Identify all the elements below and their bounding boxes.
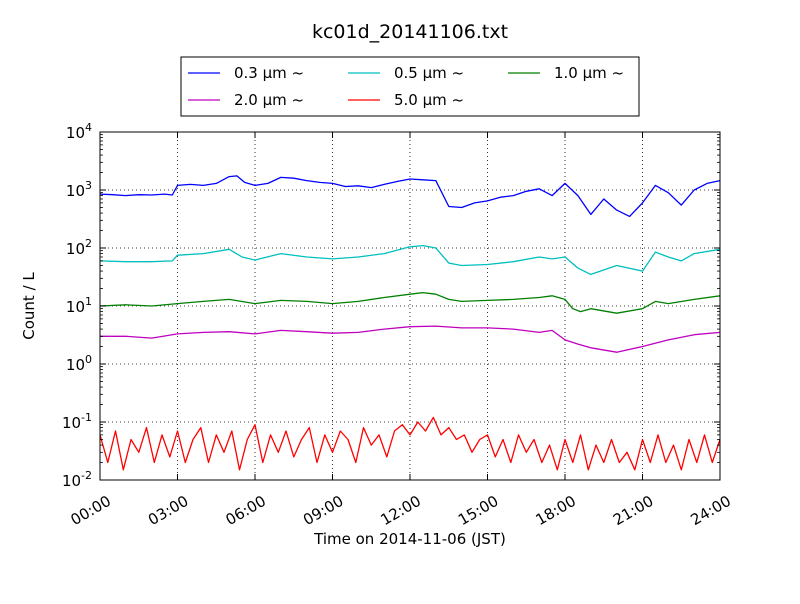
y-tick-base: 10 xyxy=(66,240,85,258)
x-tick-label: 18:00 xyxy=(533,492,579,529)
legend-entry: 2.0 μm ~ xyxy=(234,91,304,109)
y-tick-exponent: -2 xyxy=(81,469,92,482)
legend-entry: 1.0 μm ~ xyxy=(554,64,624,82)
x-tick-label: 00:00 xyxy=(68,492,114,529)
legend-entry: 5.0 μm ~ xyxy=(394,91,464,109)
x-tick-label: 24:00 xyxy=(688,492,734,529)
y-tick-base: 10 xyxy=(66,124,85,142)
y-tick-label: 103 xyxy=(66,179,92,200)
series-line-0-5um xyxy=(99,244,721,276)
legend-entry: 0.3 μm ~ xyxy=(234,64,304,82)
series-line-1-0um xyxy=(99,291,721,314)
y-tick-base: 10 xyxy=(66,356,85,374)
legend-box xyxy=(180,56,640,117)
y-tick-exponent: -1 xyxy=(81,411,92,424)
y-tick-label: 10-1 xyxy=(62,411,92,432)
y-tick-base: 10 xyxy=(66,298,85,316)
series-line-2-0um xyxy=(100,325,721,353)
legend: 0.3 μm ~ 0.5 μm ~ 1.0 μm ~ 2.0 μm ~ 5.0 μm ~ xyxy=(180,56,640,117)
legend-entry: 0.5 μm ~ xyxy=(394,64,464,82)
x-tick-label: 15:00 xyxy=(455,492,501,529)
y-tick-exponent: 0 xyxy=(85,353,92,366)
y-tick-exponent: 4 xyxy=(85,121,92,134)
y-axis-label: Count / L xyxy=(20,272,38,340)
y-tick-label: 102 xyxy=(66,237,92,258)
x-tick-label: 12:00 xyxy=(378,492,424,529)
y-tick-base: 10 xyxy=(66,182,85,200)
y-tick-exponent: 3 xyxy=(85,179,92,192)
y-tick-label: 100 xyxy=(66,353,92,374)
x-tick-labels: 00:00 03:00 06:00 09:00 12:00 15:00 18:00 21:00… xyxy=(68,492,734,529)
y-tick-exponent: 1 xyxy=(85,295,92,308)
y-tick-label: 10-2 xyxy=(62,469,92,490)
y-tick-base: 10 xyxy=(62,472,81,490)
x-axis-label: Time on 2014-11-06 (JST) xyxy=(313,530,506,548)
grid-lines xyxy=(100,132,720,480)
chart-title: kc01d_20141106.txt xyxy=(312,21,508,43)
y-tick-base: 10 xyxy=(62,414,81,432)
y-tick-exponent: 2 xyxy=(85,237,92,250)
axis-ticks xyxy=(99,131,721,481)
x-tick-label: 03:00 xyxy=(145,492,191,529)
y-tick-label: 104 xyxy=(66,121,92,142)
series-line-0-3um xyxy=(99,175,721,218)
x-tick-label: 09:00 xyxy=(300,492,346,529)
series-line-5-0um xyxy=(99,416,721,471)
series-layer xyxy=(99,175,721,471)
x-tick-label: 06:00 xyxy=(223,492,269,529)
x-tick-label: 21:00 xyxy=(610,492,656,529)
y-tick-label: 101 xyxy=(66,295,92,316)
